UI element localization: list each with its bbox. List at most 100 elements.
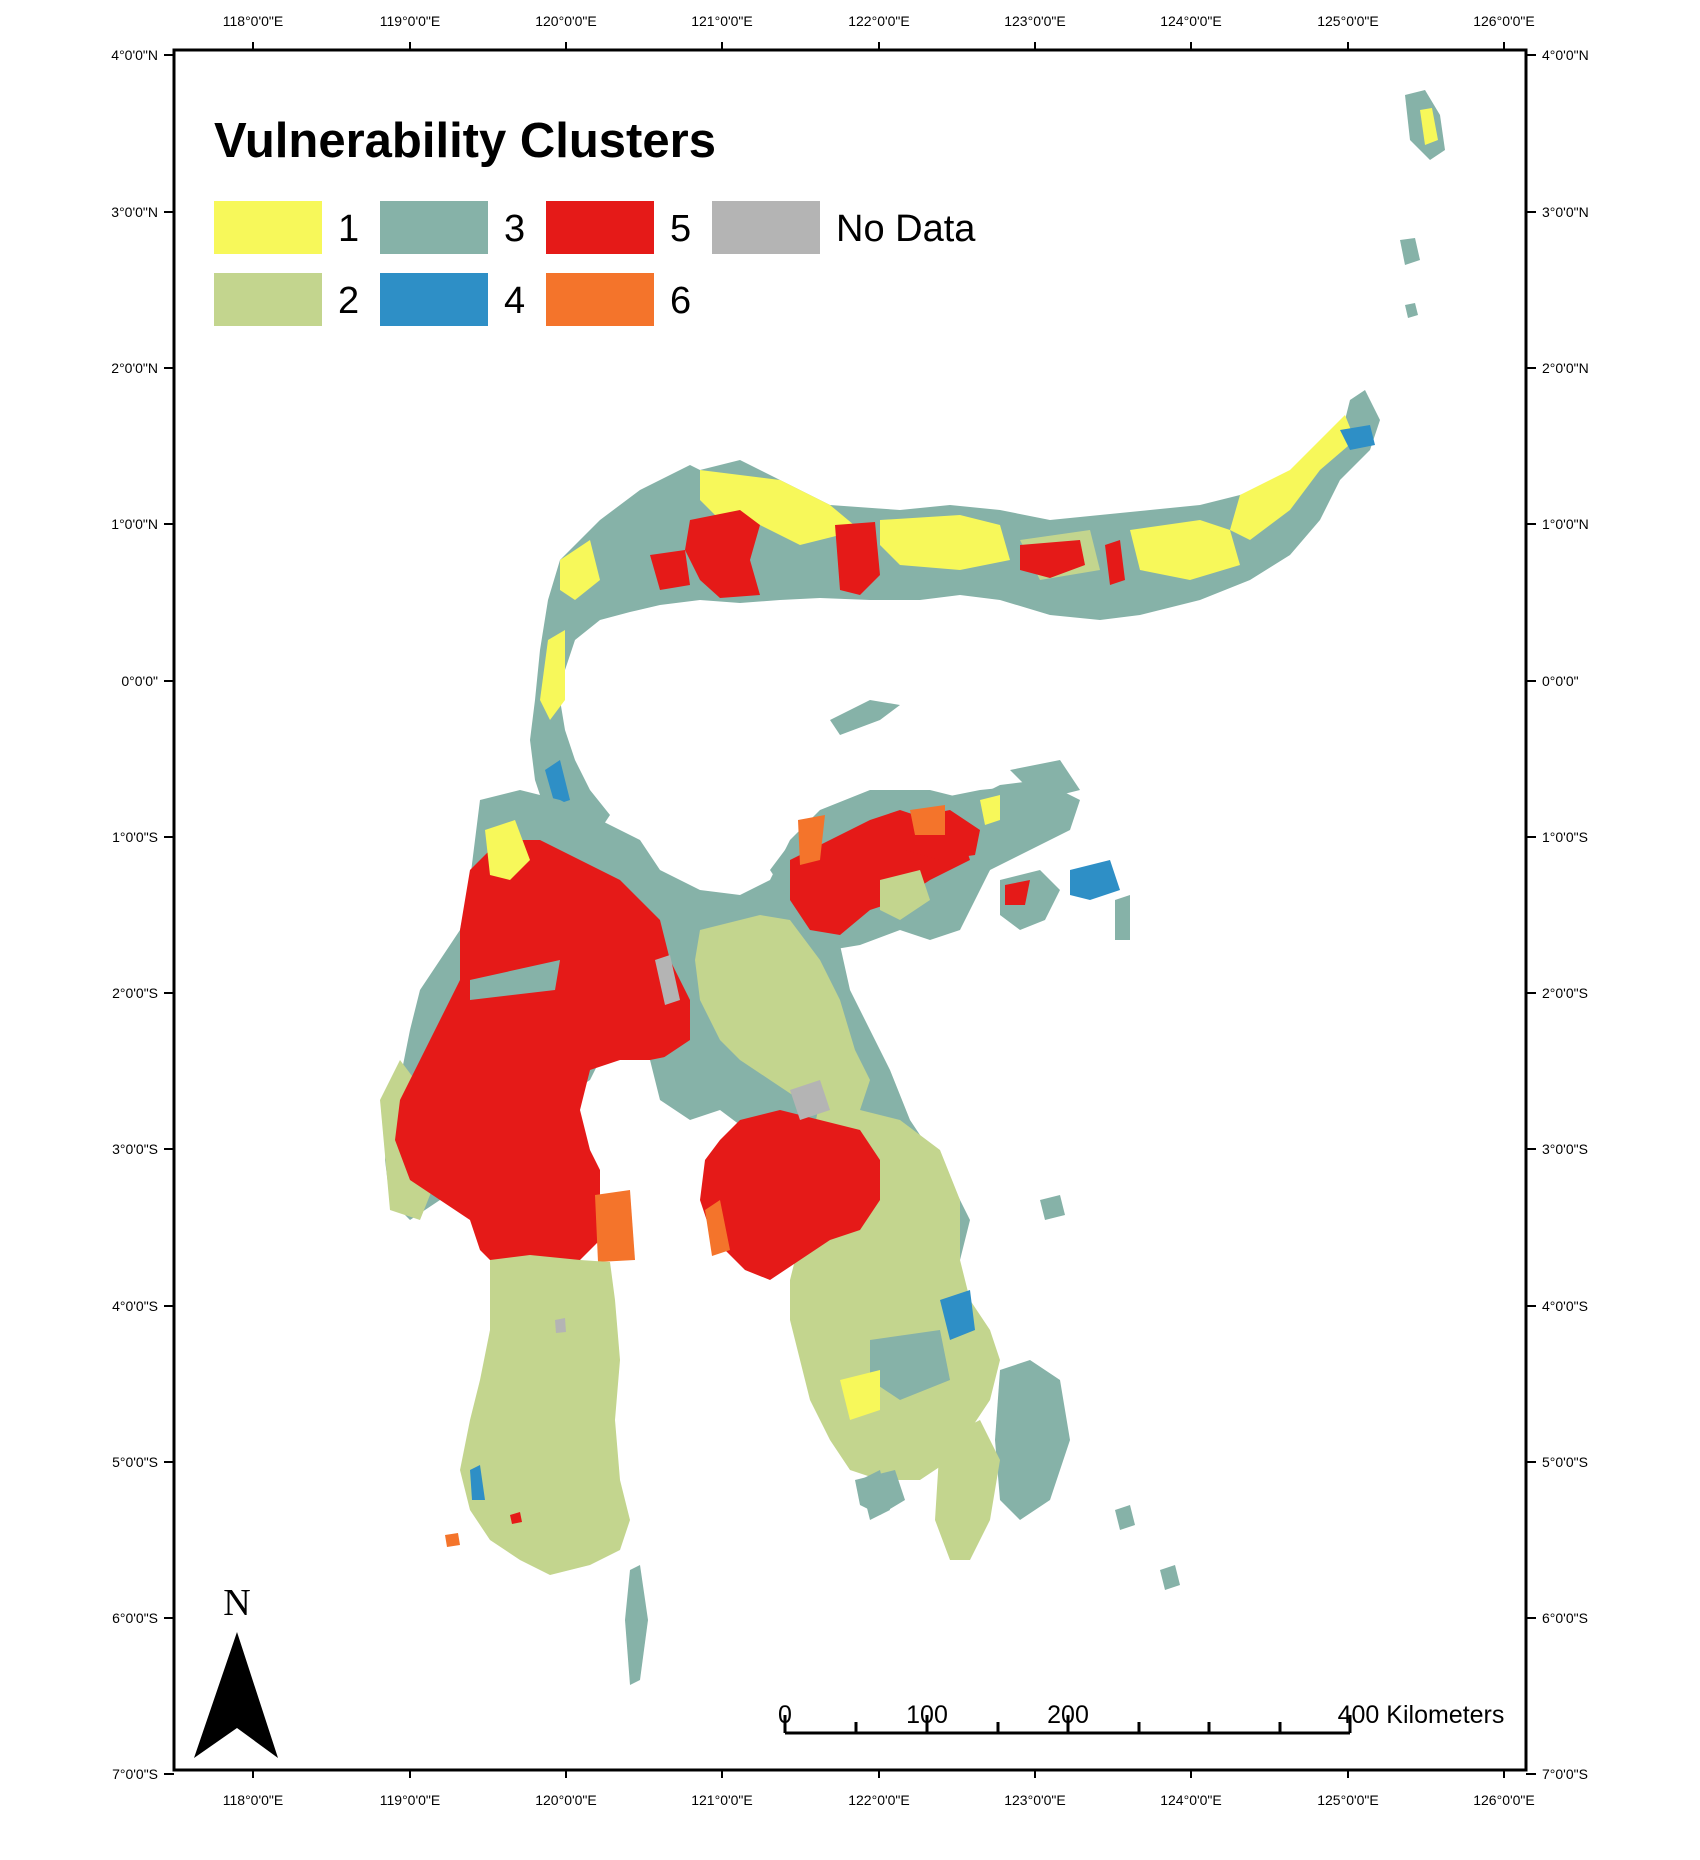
axis-label-bottom: 118°0'0"E: [223, 1792, 283, 1808]
axis-label-right: 3°0'0"S: [1542, 1141, 1588, 1157]
map-title: Vulnerability Clusters: [214, 114, 716, 168]
east-arm-orange: [798, 815, 825, 865]
scale-label-400: 400 Kilometers: [1338, 1701, 1505, 1729]
sulawesi-landmass: [380, 90, 1445, 1685]
island-muna: [935, 1420, 1000, 1560]
axis-label-right: 7°0'0"S: [1542, 1766, 1588, 1782]
legend-swatch-4: [380, 273, 488, 326]
axis-label-left: 1°0'0"N: [111, 516, 158, 532]
north-arrow: N: [194, 1582, 278, 1758]
axis-label-right: 1°0'0"N: [1542, 516, 1589, 532]
axis-label-top: 121°0'0"E: [691, 13, 753, 29]
axis-label-top: 124°0'0"E: [1160, 13, 1222, 29]
axis-label-right: 3°0'0"N: [1542, 204, 1589, 220]
axis-label-right: 5°0'0"S: [1542, 1454, 1588, 1470]
southeast-red: [700, 1110, 880, 1280]
island-banggai-red: [1005, 880, 1030, 905]
north-label: N: [223, 1582, 250, 1624]
legend-swatch-5: [546, 201, 654, 254]
southeast-orange: [705, 1200, 730, 1256]
scale-label-200: 200: [1047, 1701, 1089, 1729]
cluster-1-patch: [485, 820, 530, 880]
legend-label: 6: [670, 280, 691, 322]
axis-label-left: 2°0'0"S: [112, 985, 158, 1001]
patch: [880, 515, 1010, 570]
patch: [1230, 415, 1355, 540]
island-peleng: [1070, 860, 1120, 900]
axis-label-right: 0°0'0": [1542, 673, 1579, 689]
axis-label-left: 0°0'0": [121, 673, 158, 689]
island-peleng-t: [1115, 895, 1130, 940]
axis-label-right: 2°0'0"S: [1542, 985, 1588, 1001]
axis-label-bottom: 124°0'0"E: [1160, 1792, 1222, 1808]
patch: [545, 760, 570, 805]
island-buton: [995, 1360, 1070, 1520]
axis-label-top: 118°0'0"E: [223, 13, 283, 29]
sw-gray: [555, 1318, 566, 1333]
patch: [650, 550, 690, 590]
axis-label-bottom: 121°0'0"E: [691, 1792, 753, 1808]
legend: 1 2 3 4 5 6 No Data: [214, 201, 976, 326]
scale-bar: 0 100 200 400 Kilometers: [778, 1701, 1505, 1735]
island-small-teal: [1040, 1195, 1065, 1220]
axis-label-left: 2°0'0"N: [111, 360, 158, 376]
axis-label-left: 7°0'0"S: [112, 1766, 158, 1782]
cluster-2-region: [695, 915, 870, 1110]
sw-red: [510, 1512, 522, 1524]
patch: [1105, 540, 1125, 585]
axis-label-left: 3°0'0"S: [112, 1141, 158, 1157]
legend-swatch-2: [214, 273, 322, 326]
southwest-peninsula: [460, 1255, 630, 1575]
island-wakatobi2: [1115, 1505, 1135, 1530]
axis-label-bottom: 119°0'0"E: [380, 1792, 440, 1808]
southeast-yellow: [840, 1370, 880, 1420]
axis-label-bottom: 120°0'0"E: [535, 1792, 597, 1808]
island-selayar: [625, 1565, 648, 1685]
legend-swatch-3: [380, 201, 488, 254]
legend-label: 2: [338, 280, 359, 322]
axis-label-top: 119°0'0"E: [380, 13, 440, 29]
axis-label-left: 6°0'0"S: [112, 1610, 158, 1626]
southeast-blue: [940, 1290, 975, 1340]
legend-label: 5: [670, 208, 691, 250]
axis-label-bottom: 123°0'0"E: [1004, 1792, 1066, 1808]
axis-label-bottom: 122°0'0"E: [848, 1792, 910, 1808]
axis-label-bottom: 126°0'0"E: [1473, 1792, 1535, 1808]
island-sangihe: [1400, 238, 1420, 265]
island-togean: [830, 700, 900, 735]
legend-label: 3: [504, 208, 525, 250]
island-east: [1010, 760, 1080, 800]
axis-label-bottom: 125°0'0"E: [1317, 1792, 1379, 1808]
island-siau: [1405, 303, 1418, 318]
axis-label-top: 120°0'0"E: [535, 13, 597, 29]
axis-label-left: 4°0'0"N: [111, 47, 158, 63]
axis-label-left: 3°0'0"N: [111, 204, 158, 220]
axis-label-right: 6°0'0"S: [1542, 1610, 1588, 1626]
graticule-ticks: 118°0'0"E 119°0'0"E 120°0'0"E 121°0'0"E 122°…: [111, 13, 1588, 1808]
patch: [1340, 425, 1375, 450]
patch: [700, 470, 860, 545]
axis-label-right: 4°0'0"N: [1542, 47, 1589, 63]
patch: [560, 540, 600, 600]
legend-swatch-no-data: [712, 201, 820, 254]
scale-label-100: 100: [906, 1701, 948, 1729]
island-kabaena: [855, 1470, 905, 1515]
southeast-teal: [870, 1330, 950, 1400]
axis-label-top: 123°0'0"E: [1004, 13, 1066, 29]
island-wakatobi: [1160, 1565, 1180, 1590]
axis-label-right: 4°0'0"S: [1542, 1298, 1588, 1314]
axis-label-right: 2°0'0"N: [1542, 360, 1589, 376]
east-arm-orange: [910, 805, 945, 835]
sw-blue: [470, 1465, 485, 1500]
axis-label-left: 4°0'0"S: [112, 1298, 158, 1314]
patch: [1020, 540, 1085, 578]
patch: [1130, 520, 1240, 580]
cluster-3-patch: [470, 960, 560, 1000]
legend-label: 4: [504, 280, 525, 322]
axis-label-left: 5°0'0"S: [112, 1454, 158, 1470]
legend-label: No Data: [836, 208, 976, 250]
patch: [685, 510, 760, 598]
axis-label-top: 126°0'0"E: [1473, 13, 1535, 29]
axis-label-top: 125°0'0"E: [1317, 13, 1379, 29]
no-data-patch: [655, 955, 680, 1005]
